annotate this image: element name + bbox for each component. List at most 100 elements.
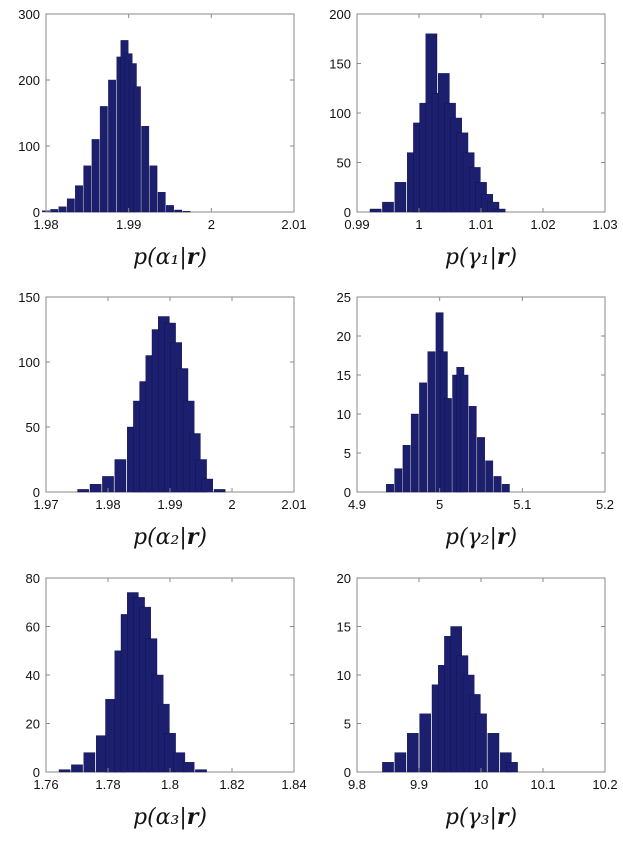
x-tick-label: 5.1	[513, 497, 531, 512]
histogram-bar	[382, 201, 394, 213]
y-tick-label: 40	[26, 668, 40, 683]
y-tick-label: 5	[344, 717, 351, 732]
x-axis-label: p(γ₁|r)	[445, 244, 517, 270]
y-tick-label: 5	[344, 446, 351, 461]
histogram-bar	[75, 185, 83, 213]
x-tick-label: 9.8	[348, 777, 366, 792]
histogram-bar	[402, 445, 411, 493]
x-tick-label: 0.99	[344, 217, 369, 232]
histogram-bar	[419, 713, 432, 773]
histogram-bar	[394, 182, 407, 213]
x-tick-label: 1.97	[33, 497, 58, 512]
y-tick-label: 80	[26, 571, 40, 586]
histogram-bar	[114, 459, 127, 493]
histogram-bar	[394, 752, 407, 773]
y-tick-label: 0	[344, 485, 351, 500]
y-tick-label: 0	[344, 205, 351, 220]
y-tick-label: 25	[337, 290, 351, 305]
x-axis-label: p(γ₂|r)	[445, 524, 517, 550]
histogram-bar	[468, 406, 477, 493]
histogram-bar	[475, 713, 487, 773]
y-tick-label: 0	[33, 765, 40, 780]
histogram-bar	[487, 733, 500, 773]
x-tick-label: 1.02	[530, 217, 555, 232]
x-tick-label: 2.01	[281, 217, 306, 232]
histogram-bar	[50, 209, 59, 213]
x-tick-label: 1.98	[95, 497, 120, 512]
x-axis-label: p(γ₃|r)	[445, 804, 517, 830]
y-tick-label: 10	[337, 668, 351, 683]
histogram-bar	[493, 208, 506, 213]
histogram-bar	[99, 106, 108, 213]
y-tick-label: 150	[329, 57, 351, 72]
histogram-bar	[213, 489, 226, 493]
x-tick-label: 1.8	[161, 777, 179, 792]
histogram-bar	[174, 209, 183, 213]
histogram-bar	[89, 484, 102, 493]
histogram-bar	[487, 201, 500, 213]
x-tick-label: 9.9	[410, 777, 428, 792]
histogram-bar	[195, 769, 207, 773]
histogram-bar	[91, 139, 100, 213]
histogram-bar	[166, 205, 174, 213]
x-tick-label: 1.99	[157, 497, 182, 512]
histogram-bar	[157, 191, 166, 213]
y-tick-label: 200	[18, 73, 40, 88]
histogram-bar	[77, 489, 89, 493]
x-tick-label: 4.9	[348, 497, 366, 512]
histogram-panel-2: 0.99 1 1.01 1.02 1.03 0 50 100 150 200 p(γ₁|r)	[329, 7, 617, 270]
x-tick-label: 1.76	[33, 777, 58, 792]
y-tick-label: 0	[33, 205, 40, 220]
y-tick-label: 300	[18, 7, 40, 22]
histogram-bar	[195, 459, 207, 493]
histogram-bar	[419, 382, 427, 493]
histogram-panel-4: 4.9 5 5.1 5.2 0 5 10 15 20 25 p(γ₂|r)	[337, 290, 615, 550]
y-tick-label: 100	[329, 106, 351, 121]
y-tick-label: 50	[337, 156, 351, 171]
histogram-bar	[493, 476, 502, 493]
plot-frame	[356, 13, 606, 213]
y-tick-label: 15	[337, 620, 351, 635]
histogram-bar	[66, 198, 75, 213]
histogram-bar	[58, 206, 67, 213]
histogram-panel-3: 1.97 1.98 1.99 2 2.01 0 50 100 150 p(α₂|r)	[18, 290, 306, 550]
histogram-bar	[444, 398, 452, 493]
histogram-bar	[71, 764, 83, 773]
histogram-bar	[485, 460, 494, 493]
histogram-bar	[58, 769, 71, 773]
y-tick-label: 60	[26, 620, 40, 635]
y-tick-label: 20	[337, 571, 351, 586]
histogram-panel-5: 1.76 1.78 1.8 1.82 1.84 0 20 40 60 80 p(α₃|r)	[26, 571, 307, 830]
y-tick-label: 50	[26, 420, 40, 435]
y-tick-label: 0	[344, 765, 351, 780]
histogram-bar	[83, 752, 96, 773]
histogram-bar	[407, 733, 419, 773]
histogram-bar	[83, 165, 92, 213]
y-tick-label: 15	[337, 368, 351, 383]
x-axis-label: p(α₃|r)	[133, 804, 207, 830]
y-tick-label: 100	[18, 355, 40, 370]
histogram-bar	[501, 484, 510, 493]
x-tick-label: 1.98	[33, 217, 58, 232]
histogram-panel-1: 1.98 1.99 2 2.01 0 100 200 300 p(α₁|r)	[18, 7, 306, 270]
x-axis-label: p(α₁|r)	[133, 244, 207, 270]
x-tick-label: 1.84	[281, 777, 306, 792]
histogram-bar	[382, 762, 394, 773]
histogram-bar	[369, 208, 382, 213]
x-tick-label: 5	[436, 497, 443, 512]
histogram-bar	[132, 86, 141, 213]
histogram-bar	[427, 351, 436, 493]
x-tick-label: 1.03	[592, 217, 617, 232]
x-tick-label: 5.2	[596, 497, 614, 512]
x-tick-label: 1.01	[468, 217, 493, 232]
histogram-bar	[506, 762, 518, 773]
y-tick-label: 20	[26, 717, 40, 732]
y-tick-label: 200	[329, 7, 351, 22]
y-tick-label: 10	[337, 407, 351, 422]
plot-frame	[45, 13, 295, 213]
x-tick-label: 2	[228, 497, 235, 512]
histogram-bar	[182, 762, 195, 773]
x-tick-label: 1	[415, 217, 422, 232]
histogram-bar	[410, 413, 419, 493]
